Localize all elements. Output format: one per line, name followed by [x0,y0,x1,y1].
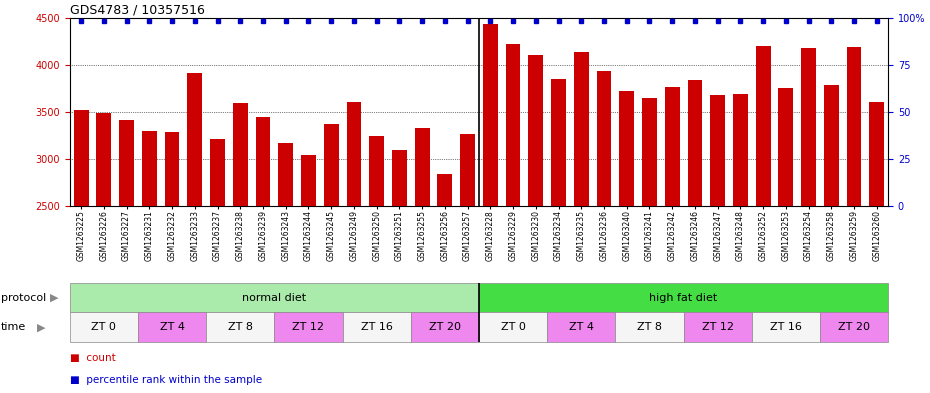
Bar [70,312,138,342]
Text: ZT 8: ZT 8 [637,322,662,332]
Bar [820,312,888,342]
Text: ■  percentile rank within the sample: ■ percentile rank within the sample [70,375,262,385]
Bar [756,46,770,206]
Bar [479,312,547,342]
Bar [711,95,725,206]
Bar [142,131,156,206]
Bar [415,128,430,206]
Bar [665,88,680,206]
Bar [165,132,179,206]
Text: ZT 12: ZT 12 [701,322,734,332]
Bar [506,44,521,206]
Bar [232,103,247,206]
Text: ZT 4: ZT 4 [569,322,593,332]
Bar [870,102,884,206]
Text: ZT 16: ZT 16 [361,322,392,332]
Bar [642,98,657,206]
Bar [138,312,206,342]
Bar [369,136,384,206]
Bar [616,312,684,342]
Bar [411,312,479,342]
Bar [119,121,134,206]
Bar [392,150,406,206]
Bar [324,124,339,206]
Bar [751,312,820,342]
Bar [210,140,225,206]
Text: ■  count: ■ count [70,353,115,364]
Bar [97,113,112,206]
Bar [574,51,589,206]
Bar [206,312,274,342]
Bar [274,312,342,342]
Bar [684,312,751,342]
Bar [342,312,411,342]
Bar [460,134,475,206]
Bar [596,70,611,206]
Text: high fat diet: high fat diet [649,293,718,303]
Bar [778,88,793,206]
Bar [278,143,293,206]
Bar [187,73,202,206]
Bar [301,155,316,206]
Text: ▶: ▶ [37,322,46,332]
Bar [619,91,634,206]
Bar [483,24,498,206]
Text: time: time [1,322,26,332]
Text: ZT 0: ZT 0 [500,322,525,332]
Bar [528,55,543,206]
Bar [479,283,888,312]
Bar [70,283,479,312]
Bar [733,94,748,206]
Bar [256,117,271,206]
Text: ZT 8: ZT 8 [228,322,253,332]
Bar [687,80,702,206]
Bar [547,312,616,342]
Bar [801,48,816,206]
Text: ZT 20: ZT 20 [429,322,461,332]
Text: ZT 12: ZT 12 [292,322,325,332]
Bar [824,84,839,206]
Bar [846,47,861,206]
Bar [73,110,88,206]
Text: protocol: protocol [1,293,46,303]
Text: ZT 20: ZT 20 [838,322,870,332]
Bar [551,79,565,206]
Bar [437,174,452,206]
Text: normal diet: normal diet [243,293,306,303]
Text: ZT 0: ZT 0 [91,322,116,332]
Text: GDS4783 / 10357516: GDS4783 / 10357516 [70,4,205,17]
Text: ZT 16: ZT 16 [770,322,802,332]
Bar [347,102,361,206]
Text: ▶: ▶ [50,293,59,303]
Text: ZT 4: ZT 4 [160,322,184,332]
